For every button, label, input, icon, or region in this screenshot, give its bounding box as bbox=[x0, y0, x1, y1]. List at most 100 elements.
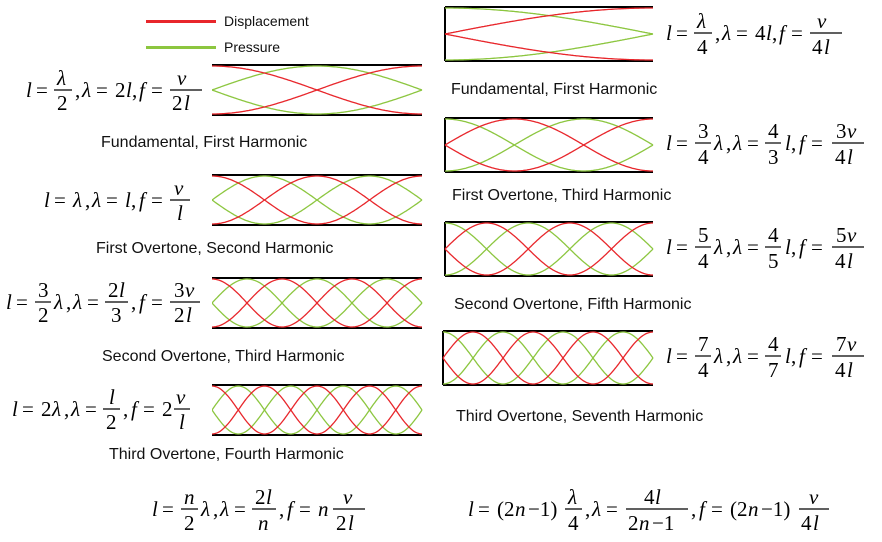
svg-text:,: , bbox=[85, 188, 90, 212]
svg-text:=: = bbox=[16, 290, 28, 314]
svg-text:=: = bbox=[22, 397, 34, 421]
displacement-wave-2 bbox=[444, 33, 653, 61]
open-tube-3 bbox=[212, 277, 423, 329]
svg-text:l: l bbox=[666, 235, 672, 259]
svg-text:l: l bbox=[468, 497, 474, 521]
svg-text:,: , bbox=[791, 131, 796, 155]
svg-text:l: l bbox=[6, 290, 12, 314]
svg-text:,: , bbox=[279, 497, 284, 521]
svg-text:=: = bbox=[747, 131, 759, 155]
svg-text:λ: λ bbox=[51, 397, 61, 421]
svg-text:v: v bbox=[185, 278, 195, 302]
svg-text:2: 2 bbox=[41, 397, 52, 421]
svg-text:5: 5 bbox=[836, 223, 847, 247]
svg-text:,: , bbox=[213, 497, 218, 521]
svg-text:3: 3 bbox=[836, 119, 847, 143]
svg-text:4: 4 bbox=[768, 332, 779, 356]
displacement-wave-2 bbox=[444, 222, 653, 276]
svg-text:v: v bbox=[847, 119, 857, 143]
svg-text:(2: (2 bbox=[730, 497, 748, 521]
svg-text:n: n bbox=[258, 511, 269, 535]
svg-text:3: 3 bbox=[698, 119, 709, 143]
svg-text:2: 2 bbox=[628, 511, 639, 535]
svg-text:λ: λ bbox=[567, 485, 577, 509]
svg-text:l: l bbox=[785, 344, 791, 368]
svg-text:=: = bbox=[711, 497, 723, 521]
svg-text:=: = bbox=[811, 344, 823, 368]
svg-text:,: , bbox=[726, 344, 731, 368]
svg-text:l: l bbox=[12, 397, 18, 421]
svg-text:λ: λ bbox=[53, 290, 63, 314]
svg-text:l: l bbox=[666, 21, 672, 45]
svg-text:λ: λ bbox=[200, 497, 210, 521]
svg-text:l: l bbox=[847, 249, 853, 273]
displacement-swatch bbox=[146, 19, 216, 23]
svg-text:f: f bbox=[139, 188, 148, 212]
displacement-wave-2 bbox=[442, 331, 654, 385]
svg-text:=: = bbox=[36, 78, 48, 102]
svg-text:2: 2 bbox=[115, 78, 126, 102]
svg-text:=: = bbox=[106, 188, 118, 212]
svg-text:l: l bbox=[266, 485, 272, 509]
svg-text:2: 2 bbox=[174, 303, 185, 327]
svg-text:λ: λ bbox=[219, 497, 229, 521]
svg-text:,: , bbox=[131, 188, 136, 212]
svg-text:=: = bbox=[151, 290, 163, 314]
svg-text:2: 2 bbox=[38, 303, 49, 327]
displacement-wave-1 bbox=[444, 118, 653, 172]
svg-text:=: = bbox=[811, 131, 823, 155]
svg-text:−1): −1) bbox=[528, 497, 557, 521]
svg-text:−1): −1) bbox=[761, 497, 790, 521]
svg-text:=: = bbox=[747, 344, 759, 368]
svg-text:3: 3 bbox=[174, 278, 185, 302]
displacement-wave-1 bbox=[444, 7, 653, 35]
svg-text:λ: λ bbox=[721, 21, 731, 45]
svg-text:l: l bbox=[766, 21, 772, 45]
svg-text:l: l bbox=[177, 201, 183, 225]
svg-text:=: = bbox=[747, 235, 759, 259]
svg-text:l: l bbox=[655, 485, 661, 509]
svg-text:,: , bbox=[791, 235, 796, 259]
svg-text:v: v bbox=[847, 223, 857, 247]
svg-text:(2: (2 bbox=[497, 497, 515, 521]
closed-tube-2-caption: First Overtone, Third Harmonic bbox=[452, 187, 672, 204]
svg-text:l: l bbox=[348, 511, 354, 535]
svg-text:=: = bbox=[606, 497, 618, 521]
svg-text:l: l bbox=[785, 131, 791, 155]
svg-text:f: f bbox=[131, 397, 140, 421]
pressure-wave-2 bbox=[212, 175, 423, 225]
closed-tube-4 bbox=[442, 330, 654, 386]
svg-text:3: 3 bbox=[768, 145, 779, 169]
svg-text:2: 2 bbox=[108, 278, 119, 302]
svg-text:=: = bbox=[478, 497, 490, 521]
legend: Displacement Pressure bbox=[146, 8, 309, 60]
pressure-wave-2 bbox=[445, 33, 654, 61]
svg-text:3: 3 bbox=[38, 278, 49, 302]
svg-text:v: v bbox=[809, 485, 819, 509]
svg-text:f: f bbox=[779, 21, 788, 45]
svg-text:l: l bbox=[119, 278, 125, 302]
svg-text:4: 4 bbox=[644, 485, 655, 509]
svg-text:=: = bbox=[811, 235, 823, 259]
closed-general-formula-math: l = (2 n −1) λ4 , λ = 4 l2 n −1 , f = (2 n −1) v4 l bbox=[468, 485, 829, 535]
closed-tube-3-caption: Second Overtone, Fifth Harmonic bbox=[454, 296, 692, 313]
closed-tube-1-caption: Fundamental, First Harmonic bbox=[451, 81, 658, 98]
svg-text:λ: λ bbox=[72, 290, 82, 314]
closed-tube-4-caption: Third Overtone, Seventh Harmonic bbox=[456, 408, 704, 425]
open-tube-1-formula-math: l = λ2 , λ = 2 l, f = v2 l bbox=[26, 66, 202, 115]
svg-text:5: 5 bbox=[698, 223, 709, 247]
closed-tube-1 bbox=[444, 6, 654, 62]
svg-text:,: , bbox=[123, 397, 128, 421]
svg-text:5: 5 bbox=[768, 249, 779, 273]
svg-text:4: 4 bbox=[568, 511, 579, 535]
svg-text:l: l bbox=[179, 410, 185, 434]
svg-text:4: 4 bbox=[812, 35, 823, 59]
svg-text:4: 4 bbox=[697, 35, 708, 59]
svg-text:3: 3 bbox=[111, 303, 122, 327]
